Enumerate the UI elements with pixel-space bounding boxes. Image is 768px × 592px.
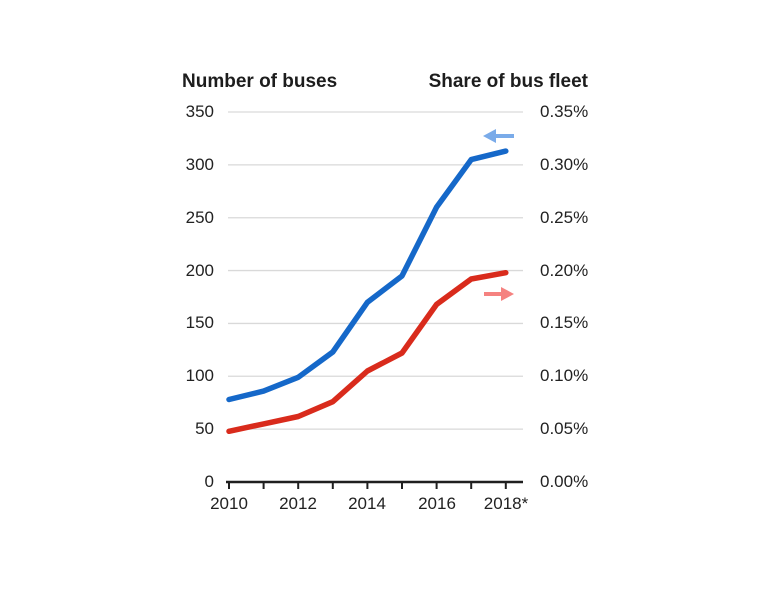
left-arrow-icon [483,129,496,143]
right-axis-tick-label: 0.25% [540,208,589,227]
left-axis-tick-label: 250 [185,208,214,227]
share-line [226,269,509,435]
buses-line [226,148,509,403]
right-axis-tick-label: 0.00% [540,472,589,491]
right-axis-tick-label: 0.10% [540,366,589,385]
left-axis-tick-label: 150 [185,313,214,332]
left-axis-tick-label: 350 [185,102,214,121]
right-axis-tick-label: 0.35% [540,102,589,121]
left-axis-tick-label: 100 [185,366,214,385]
right-axis-tick-label: 0.20% [540,261,589,280]
x-axis-tick-label: 2018* [483,494,529,513]
left-axis-tick-label: 300 [185,155,214,174]
right-axis-title: Share of bus fleet [428,71,588,92]
x-axis-tick-label: 2012 [279,494,317,513]
left-axis-tick-label: 200 [185,261,214,280]
right-axis-tick-label: 0.05% [540,419,589,438]
left-axis-title: Number of buses [182,71,338,92]
left-axis-tick-label: 50 [195,419,214,438]
x-axis-tick-label: 2010 [210,494,248,513]
left-axis-tick-label: 0 [204,472,214,491]
right-axis-tick-label: 0.30% [540,155,589,174]
x-axis-tick-label: 2016 [418,494,456,513]
x-axis-tick-label: 2014 [348,494,386,513]
right-axis-tick-label: 0.15% [540,313,589,332]
right-arrow-icon [501,287,514,301]
